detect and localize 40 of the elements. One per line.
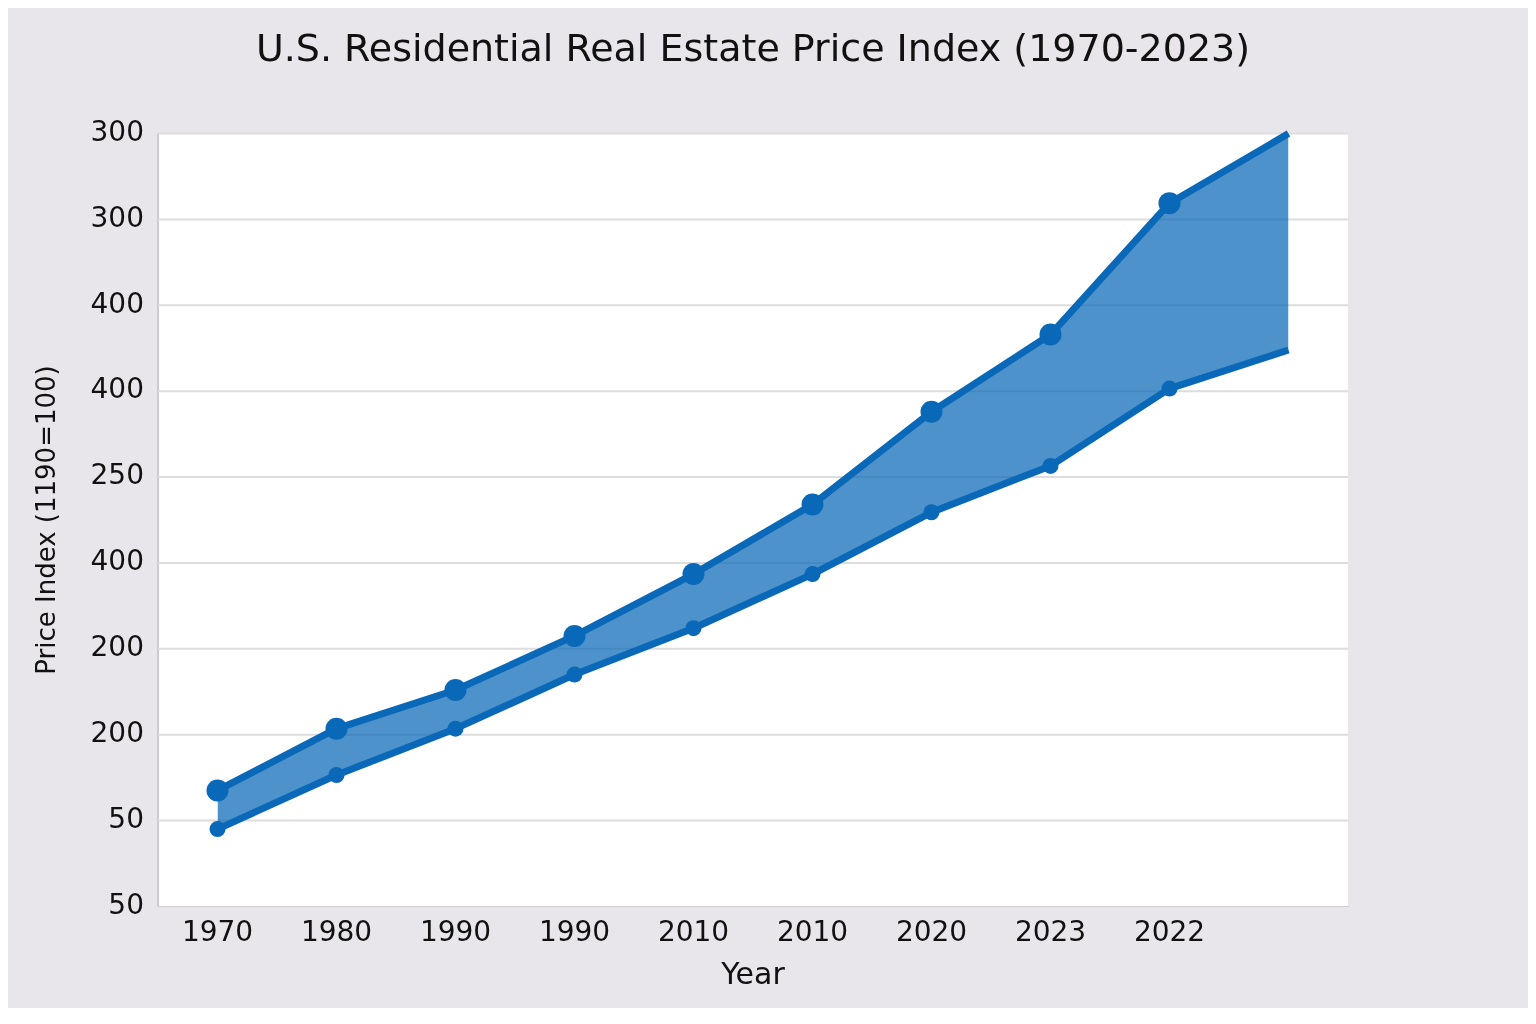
point [444,679,467,702]
point [563,624,586,647]
point [447,720,464,737]
chart-title: U.S. Residential Real Estate Price Index (1970-2023) [255,25,1251,70]
text: 250 [90,458,144,492]
point [328,767,345,784]
point [804,566,821,583]
point [1158,192,1181,215]
point [1039,323,1062,346]
x-axis-title: Year [720,955,786,991]
point [325,717,348,740]
point [209,821,226,838]
x-tick-label: 1990 [538,915,611,949]
x-tick-label: 2022 [1133,915,1206,949]
point [1042,457,1059,474]
text: 50 [108,887,144,921]
text: 400 [90,286,144,320]
point [920,400,943,423]
x-tick-label: 2020 [895,915,968,949]
point [685,620,702,637]
x-tick-label: 1980 [300,915,373,949]
text: 400 [90,544,144,578]
text: 200 [90,715,144,749]
point [923,504,940,521]
text: 50 [108,801,144,835]
x-tick-label: 2010 [657,915,730,949]
point [682,563,705,586]
y-axis-title: Price Index (1190=100) [30,365,61,675]
point [1161,380,1178,397]
point [801,493,824,516]
point [566,666,583,683]
point [206,779,229,802]
text: 200 [90,630,144,664]
x-tick-label: 2010 [776,915,849,949]
x-tick-label: 1970 [181,915,254,949]
x-tick-label: 2023 [1014,915,1087,949]
text: 400 [90,372,144,406]
text: 300 [90,200,144,234]
text: 300 [90,114,144,148]
x-tick-label: 1990 [419,915,492,949]
